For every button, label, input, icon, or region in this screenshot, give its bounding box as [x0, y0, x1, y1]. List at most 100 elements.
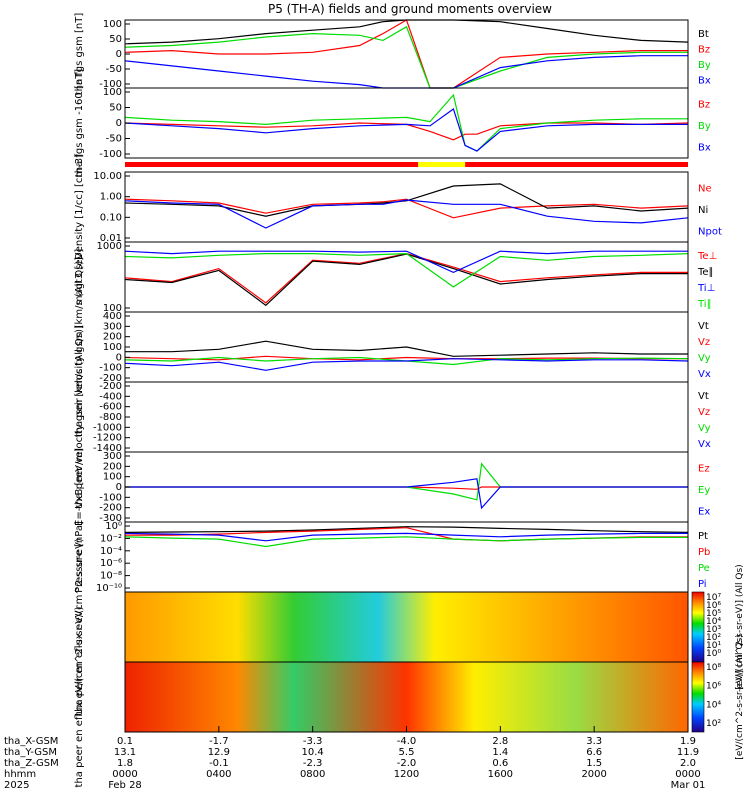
legend-label: Ti∥	[697, 299, 712, 310]
y-tick-label: -200	[99, 373, 122, 384]
axis-value: 13.1	[114, 747, 136, 758]
y-tick-label: -600	[99, 402, 122, 413]
y-tick-label: 10⁻²	[100, 533, 122, 544]
series-line-vz	[124, 355, 688, 361]
panel-ylabel: Density [1/cc] [cm-3]	[74, 154, 85, 260]
panel-frame	[124, 241, 689, 313]
legend-label: Ne	[698, 184, 712, 195]
y-tick-label: 0	[116, 49, 122, 60]
axis-value: 2.8	[492, 736, 508, 747]
series-line-npot	[124, 199, 689, 229]
panel-frame	[124, 381, 689, 453]
panel-peer_velocity: tha peer velocity gsm [km/s (All Qs)] Vt V…	[74, 325, 711, 509]
y-tick-label: 200	[103, 332, 122, 343]
legend-label: Vz	[698, 337, 710, 348]
mode-bar-segment	[418, 162, 466, 167]
axis-value: 0000	[675, 769, 700, 780]
panel-frame	[124, 87, 689, 159]
series-line-bx	[124, 108, 688, 152]
axis-value: -2.0	[397, 758, 417, 769]
y-tick-label: 0	[116, 352, 122, 363]
y-tick-label: -400	[99, 391, 122, 402]
y-tick-label: -800	[99, 412, 122, 423]
axis-value: 0.1	[117, 736, 133, 747]
series-line-ti⊥	[124, 250, 688, 274]
y-tick-label: -1400	[93, 443, 122, 454]
y-tick-label: 1000	[97, 241, 122, 252]
y-tick-label: 50	[109, 34, 122, 45]
y-tick-label: 10⁰	[105, 521, 122, 532]
colorbar-tick-label: 10³	[706, 625, 721, 635]
legend-label: Bz	[698, 100, 710, 111]
axis-value: 0400	[206, 769, 231, 780]
y-tick-label: 10⁻⁴	[100, 546, 122, 557]
legend-label: Vy	[698, 423, 711, 434]
legend-label: Vt	[698, 391, 709, 402]
colorbar-tick-label: 10⁵	[706, 609, 721, 619]
axis-value: 1.5	[586, 758, 602, 769]
y-tick-label: 400	[103, 311, 122, 322]
axis-row-label: tha_X-GSM	[4, 736, 58, 747]
panel-frame	[124, 521, 689, 593]
y-tick-label: -1200	[93, 433, 122, 444]
colorbar-tick-label: 10²	[706, 633, 721, 643]
panel-density: Density [1/cc] [cm-3] Ne Ni Npot 10.00 1.00 0.…	[74, 154, 722, 260]
plot-title: P5 (TH-A) fields and ground moments over…	[268, 2, 552, 16]
colorbar-tick-label: 10⁴	[706, 617, 721, 627]
axis-value: 10.4	[302, 747, 324, 758]
panel-ylabel: tha fgs gsm -160 [nT]	[74, 69, 85, 178]
series-line-ey	[125, 462, 688, 501]
y-tick-label: -50	[106, 64, 122, 75]
legend-label: Bx	[698, 75, 711, 86]
mode-bar-segment	[125, 162, 419, 167]
y-tick-label: -100	[99, 492, 122, 503]
axis-value: 1200	[394, 769, 419, 780]
panel-ylabel: E=-VxB [mV/m]	[74, 448, 85, 526]
legend-label: By	[698, 121, 711, 132]
legend-label: Pe	[698, 563, 710, 574]
legend-label: Te⊥	[697, 251, 717, 262]
y-tick-label: 100	[103, 303, 122, 314]
panel-fgs_dsl: tha fgs gsm -160 [nT] Bz By Bx 100 50 0 -50 -100	[74, 69, 711, 178]
y-tick-label: -200	[99, 503, 122, 514]
legend-label: Ey	[698, 485, 710, 496]
y-tick-label: 300	[103, 321, 122, 332]
y-tick-label: 50	[109, 103, 122, 114]
axis-value: 12.9	[208, 747, 230, 758]
axis-value: Mar 01	[671, 780, 706, 791]
axis-value: 0800	[300, 769, 325, 780]
axis-value: 0000	[112, 769, 137, 780]
y-tick-label: 10⁻⁸	[100, 571, 122, 582]
series-line-ti∥	[124, 252, 689, 288]
y-tick-label: -100	[99, 149, 122, 160]
series-line-vx	[124, 358, 689, 371]
panel-fgs: tha fgs gsm [nT] Bt Bz By Bx 100 50 0 -50 -100	[74, 13, 711, 96]
series-line-pt	[124, 526, 689, 534]
y-tick-label: 0	[116, 118, 122, 129]
axis-row-label: tha_Y-GSM	[4, 747, 57, 758]
mode-bar	[125, 162, 688, 167]
panel-ylabel: magt3 [eV]	[74, 249, 85, 306]
legend-label: Pt	[698, 531, 708, 542]
colorbar-tick-label: 10⁴	[706, 700, 721, 710]
axis-value: 2.0	[680, 758, 696, 769]
legend-label: Bz	[698, 44, 710, 55]
axis-value: 1.8	[117, 758, 133, 769]
series-line-by	[124, 93, 688, 152]
series-line-bz	[124, 122, 689, 141]
panel-ylabel: tha fgs gsm [nT]	[74, 13, 85, 96]
panel-peir_eflux: tha peir en eflux eV/(cm^2-s-sr-eV) 10⁷10…	[74, 538, 745, 716]
panel-peir_velocity: tha peir velocity gsm [km/s (All Qs)] Vt V…	[74, 257, 711, 438]
y-tick-label: 100	[103, 472, 122, 483]
colorbar-label: [eV/(cm^2-s-sr-eV)] (All Qs)	[735, 634, 745, 759]
legend-label: Vx	[698, 369, 711, 380]
colorbar	[691, 591, 705, 663]
heatmap-image	[125, 662, 688, 732]
legend-label: By	[698, 60, 711, 71]
axis-row-label: hhmm	[4, 769, 36, 780]
series-line-ne	[124, 198, 689, 219]
y-tick-label: -300	[99, 513, 122, 524]
panel-ylabel: tha peer velocity gsm [km/s (All Qs)]	[74, 325, 85, 509]
